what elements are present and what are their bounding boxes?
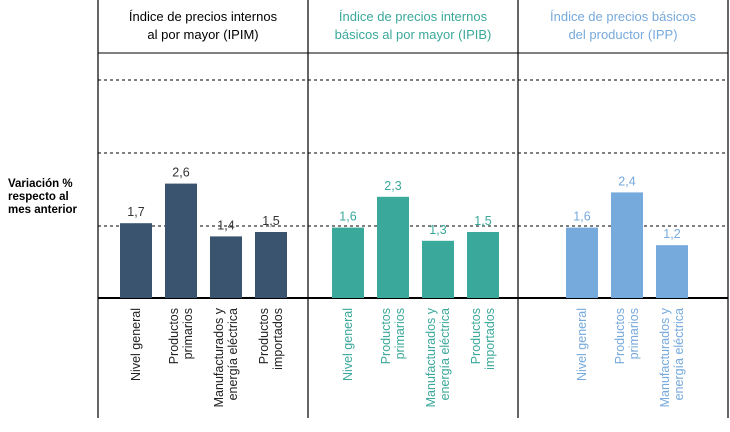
bar-ipp-1 [611, 192, 643, 298]
category-label: energía eléctrica [672, 308, 686, 400]
y-axis-label: respecto al [8, 191, 69, 203]
value-label: 1,4 [217, 218, 234, 232]
value-label: 2,4 [618, 174, 635, 188]
category-label: Nivel general [575, 308, 589, 381]
panel-title-ipp: Índice de precios básicos [550, 9, 696, 24]
category-label: Productos [613, 308, 627, 364]
value-label: 1,6 [573, 210, 590, 224]
bar-ipp-2 [656, 245, 688, 298]
category-label: Nivel general [129, 308, 143, 381]
category-label: importados [271, 308, 285, 370]
value-label: 2,6 [172, 166, 189, 180]
y-axis-label: mes anterior [8, 204, 78, 216]
panel-title-ipib: Índice de precios internos [339, 9, 488, 24]
category-label: primarios [181, 308, 195, 359]
category-label: Productos [469, 308, 483, 364]
value-label: 1,2 [663, 227, 680, 241]
category-label: Productos [257, 308, 271, 364]
value-label: 1,3 [429, 223, 446, 237]
panel-title-ipp: del productor (IPP) [568, 27, 677, 42]
panel-title-ipim: al por mayor (IPIM) [147, 27, 258, 42]
category-label: importados [483, 308, 497, 370]
bar-ipim-1 [165, 183, 197, 298]
value-label: 1,5 [474, 214, 491, 228]
category-label: Productos [379, 308, 393, 364]
category-label: Manufacturados y [212, 307, 226, 407]
value-label: 1,7 [127, 205, 144, 219]
panel-title-ipib: básicos al por mayor (IPIB) [335, 27, 492, 42]
category-label: Manufacturados y [424, 307, 438, 407]
bar-ipib-3 [467, 232, 499, 298]
category-label: primarios [627, 308, 641, 359]
value-label: 2,3 [384, 179, 401, 193]
category-label: energía eléctrica [226, 308, 240, 400]
y-axis-label: Variación % [8, 178, 73, 190]
bar-ipim-3 [255, 232, 287, 298]
bar-ipim-0 [120, 223, 152, 298]
panel-title-ipim: Índice de precios internos [129, 9, 278, 24]
value-label: 1,6 [339, 210, 356, 224]
bar-ipib-1 [377, 196, 409, 298]
category-label: energía eléctrica [438, 308, 452, 400]
category-label: Productos [167, 308, 181, 364]
bar-ipib-0 [332, 227, 364, 298]
bar-ipib-2 [422, 240, 454, 298]
value-label: 1,5 [262, 214, 279, 228]
category-label: primarios [393, 308, 407, 359]
bar-ipp-0 [566, 227, 598, 298]
bar-ipim-2 [210, 236, 242, 298]
category-label: Manufacturados y [658, 307, 672, 407]
category-label: Nivel general [341, 308, 355, 381]
